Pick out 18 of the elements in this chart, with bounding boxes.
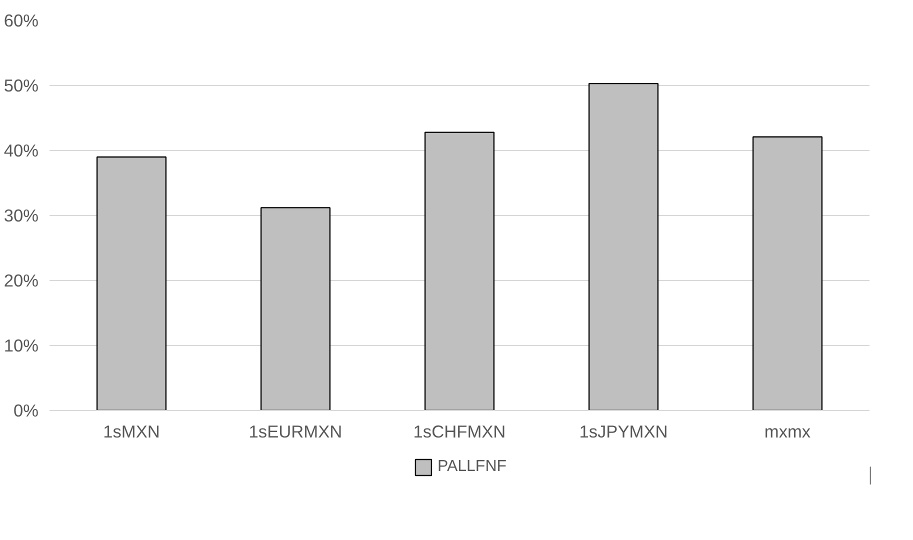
y-tick-label: 10% bbox=[4, 336, 39, 356]
y-tick-label: 40% bbox=[4, 140, 39, 160]
x-tick-label: 1sEURMXN bbox=[248, 422, 342, 442]
y-tick-label: 0% bbox=[13, 400, 38, 420]
bar bbox=[96, 156, 167, 410]
x-tick-label: 1sJPYMXN bbox=[579, 422, 668, 442]
y-tick-label: 20% bbox=[4, 270, 39, 290]
y-tick-label: 30% bbox=[4, 206, 39, 226]
bar bbox=[424, 132, 495, 410]
y-tick-label: 50% bbox=[4, 76, 39, 96]
legend-label: PALLFNF bbox=[437, 458, 507, 476]
x-tick-label: 1sCHFMXN bbox=[413, 422, 506, 442]
bar bbox=[588, 82, 659, 410]
x-tick-label: mxmx bbox=[764, 422, 811, 442]
bar bbox=[752, 136, 823, 410]
y-tick-label: 60% bbox=[4, 10, 39, 30]
x-tick-label: 1sMXN bbox=[103, 422, 160, 442]
bar bbox=[260, 207, 331, 410]
